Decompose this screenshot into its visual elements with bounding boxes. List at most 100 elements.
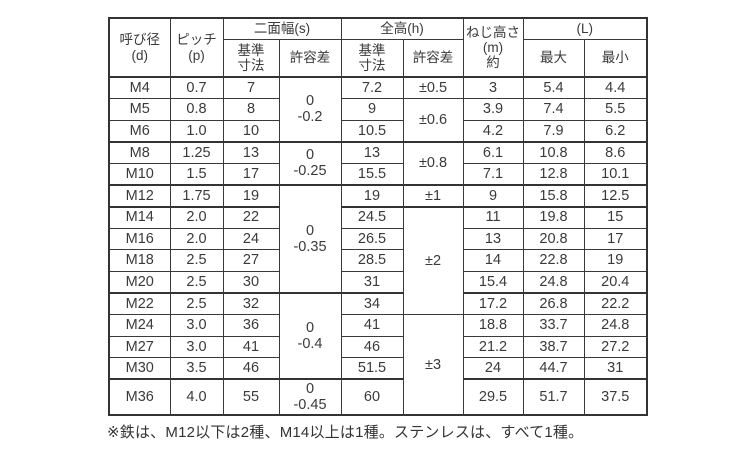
table-cell: 7.1	[462, 162, 524, 186]
table-cell: 17	[583, 227, 648, 251]
table-cell: 0 -0.4	[278, 291, 342, 380]
table-cell: 31	[340, 270, 404, 294]
table-row-m8: M8 1.25 13 0 -0.25 13 ±0.8 6.1 10.8 8.6	[108, 140, 648, 186]
table-cell: 22.2	[583, 291, 648, 316]
column-header: (L)	[522, 17, 648, 40]
table-cell: ±0.6	[402, 98, 464, 143]
table-head: 呼び径 (d) ピッチ (p) 二面幅(s) 全高(h) ねじ高さ (m) 約 (L) 基準 寸法 許容…	[108, 17, 648, 78]
table-cell: 2.5	[169, 291, 224, 316]
table-cell: 1.25	[169, 140, 224, 164]
table-cell: 3.0	[169, 335, 224, 359]
table-cell: 19.8	[522, 205, 585, 229]
table-cell: 0.8	[169, 98, 224, 121]
table-cell: 22	[222, 205, 280, 229]
table-cell: 10.5	[340, 119, 404, 143]
table-cell: 28.5	[340, 249, 404, 272]
table-cell: 31	[583, 357, 648, 380]
table-cell: 7.9	[522, 119, 585, 143]
table-cell: M8	[108, 140, 171, 164]
table-cell: 7	[222, 76, 280, 100]
table-cell: 38.7	[522, 335, 585, 359]
table-cell: 5.5	[583, 98, 648, 121]
table-row-m12: M12 1.75 19 0 -0.35 19 ±1 9 15.8 12.5	[108, 183, 648, 294]
table-cell: 15.8	[522, 183, 585, 208]
table-cell: M27	[108, 335, 171, 359]
table-cell: 27	[222, 249, 280, 272]
column-header: ピッチ (p)	[169, 17, 224, 78]
table-cell: 18.8	[462, 314, 524, 337]
table-cell: M36	[108, 378, 171, 416]
nut-dimension-table: 呼び径 (d) ピッチ (p) 二面幅(s) 全高(h) ねじ高さ (m) 約 (L) 基準 寸法 許容…	[108, 17, 648, 417]
table-row-m6: M6 1.0 10 10.5 4.2 7.9 6.2	[108, 119, 648, 143]
table-cell: 3	[462, 76, 524, 100]
table-cell: M24	[108, 314, 171, 337]
header-row: 基準 寸法 許容差 基準 寸法 許容差 最大 最小	[109, 38, 648, 78]
column-header: 基準 寸法	[222, 38, 280, 78]
table-cell: 46	[222, 357, 280, 380]
table-cell: 51.5	[340, 357, 404, 380]
table-cell: 20.8	[522, 227, 585, 251]
table-cell: M12	[108, 183, 171, 208]
table-cell: M30	[108, 357, 171, 380]
table-cell: 6.2	[583, 119, 648, 143]
table-row-m20: M20 2.5 30 31 15.4 24.8 20.4	[108, 270, 648, 294]
table-cell: 0 -0.2	[278, 76, 342, 143]
header-row: 呼び径 (d) ピッチ (p) 二面幅(s) 全高(h) ねじ高さ (m) 約 (L)	[108, 17, 648, 78]
table-cell: 8.6	[583, 140, 648, 164]
table-cell: 2.5	[169, 270, 224, 294]
table-cell: M16	[108, 227, 171, 251]
table-body: M4 0.7 7 0 -0.2 7.2 ±0.5 3 5.4 4.4 M5 0.8 8 9 ±0.6 3.9 7…	[108, 76, 648, 416]
table-cell: 34	[340, 291, 404, 316]
table-cell: 12.8	[522, 162, 585, 186]
column-header: 許容差	[402, 38, 464, 78]
table-cell: 55	[222, 378, 280, 416]
table-cell: 17	[222, 162, 280, 186]
table-cell: 36	[222, 314, 280, 337]
table-cell: 4.2	[462, 119, 524, 143]
table-row-m10: M10 1.5 17 15.5 7.1 12.8 10.1	[108, 162, 648, 186]
table-cell: 14	[462, 249, 524, 272]
column-header: 最小	[583, 38, 648, 78]
table-cell: 51.7	[522, 378, 585, 416]
table-cell: ±1	[402, 183, 464, 208]
table-cell: 1.75	[169, 183, 224, 208]
table-cell: 20.4	[583, 270, 648, 294]
table-cell: ±3	[402, 314, 464, 416]
table-cell: M4	[108, 76, 171, 100]
table-cell: 15.4	[462, 270, 524, 294]
table-cell: M10	[108, 162, 171, 186]
table-cell: 24.8	[583, 314, 648, 337]
table-cell: 19	[583, 249, 648, 272]
table-row-m24: M24 3.0 36 41 ±3 18.8 33.7 24.8	[108, 314, 648, 416]
table-cell: ±2	[402, 205, 464, 316]
table-cell: M5	[108, 98, 171, 121]
table-cell: 15.5	[340, 162, 404, 186]
table-cell: 13	[462, 227, 524, 251]
table-cell: 0 -0.35	[278, 183, 342, 294]
table-cell: 6.1	[462, 140, 524, 164]
table-cell: M22	[108, 291, 171, 316]
table-cell: 27.2	[583, 335, 648, 359]
table-row-m36: M36 4.0 55 0 -0.45 60 29.5 51.7 37.5	[108, 378, 648, 416]
table-cell: 10	[222, 119, 280, 143]
table-cell: 3.9	[462, 98, 524, 121]
table-row-m16: M16 2.0 24 26.5 13 20.8 17	[108, 227, 648, 251]
table-cell: 37.5	[583, 378, 648, 416]
table-cell: 1.0	[169, 119, 224, 143]
table-cell: 0 -0.45	[278, 378, 342, 416]
table-cell: 2.5	[169, 249, 224, 272]
table-cell: 10.8	[522, 140, 585, 164]
table-row-m22: M22 2.5 32 0 -0.4 34 17.2 26.8 22.2	[108, 291, 648, 380]
table-cell: 46	[340, 335, 404, 359]
table-cell: 3.5	[169, 357, 224, 380]
table-cell: 7.2	[340, 76, 404, 100]
table-cell: 7.4	[522, 98, 585, 121]
column-header: 許容差	[278, 38, 342, 78]
table-cell: 13	[222, 140, 280, 164]
column-header: ねじ高さ (m) 約	[462, 17, 524, 78]
table-cell: 24.5	[340, 205, 404, 229]
table-cell: 9	[340, 98, 404, 121]
column-header: 呼び径 (d)	[108, 17, 171, 78]
table-cell: 29.5	[462, 378, 524, 416]
table-cell: 10.1	[583, 162, 648, 186]
